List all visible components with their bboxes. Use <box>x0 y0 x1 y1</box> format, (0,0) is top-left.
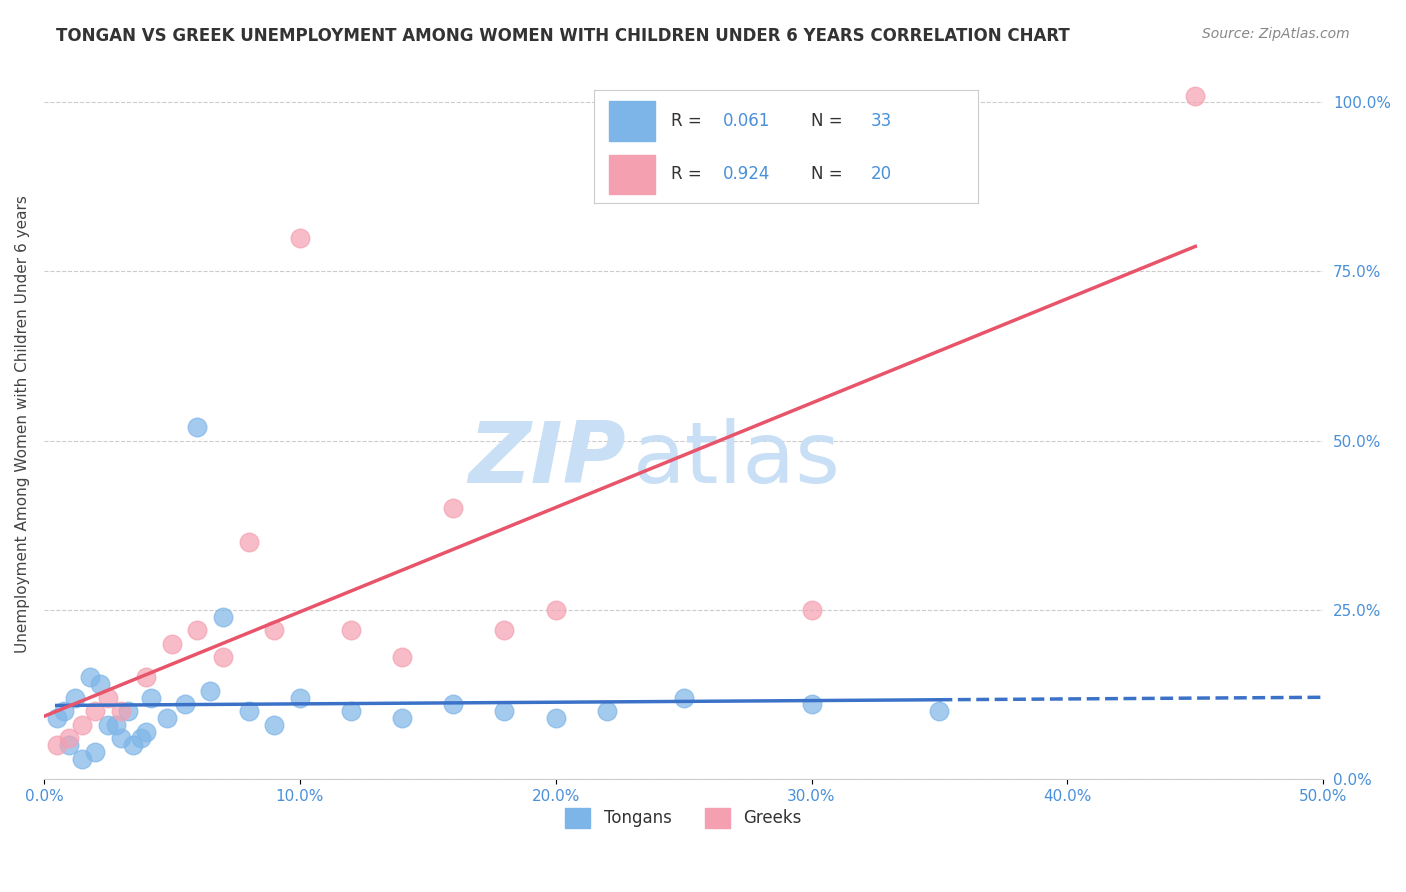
Point <box>58 731 80 746</box>
Point <box>84 704 107 718</box>
Point <box>263 623 285 637</box>
Point <box>63 690 86 705</box>
Point <box>672 690 695 705</box>
Point <box>104 718 127 732</box>
Point <box>156 711 179 725</box>
Point <box>117 704 139 718</box>
Point <box>544 711 567 725</box>
Point <box>72 751 94 765</box>
Point <box>494 704 516 718</box>
Point <box>263 718 285 732</box>
Point <box>391 711 413 725</box>
Point <box>200 684 222 698</box>
Point <box>135 724 157 739</box>
Point <box>89 677 111 691</box>
Point <box>160 637 183 651</box>
Point <box>340 623 363 637</box>
Point <box>800 698 823 712</box>
Point <box>238 535 260 549</box>
Point <box>79 670 101 684</box>
Point <box>45 711 67 725</box>
Point <box>110 731 132 746</box>
Text: Source: ZipAtlas.com: Source: ZipAtlas.com <box>1202 27 1350 41</box>
Point <box>441 698 464 712</box>
Point <box>494 623 516 637</box>
Point <box>340 704 363 718</box>
Point <box>173 698 195 712</box>
Point <box>129 731 152 746</box>
Point <box>53 704 76 718</box>
Point <box>186 623 208 637</box>
Point <box>122 738 145 752</box>
Point <box>110 704 132 718</box>
Point <box>212 609 235 624</box>
Point <box>441 501 464 516</box>
Point <box>45 738 67 752</box>
Point <box>238 704 260 718</box>
Point <box>72 718 94 732</box>
Y-axis label: Unemployment Among Women with Children Under 6 years: Unemployment Among Women with Children U… <box>15 194 30 653</box>
Point <box>97 718 120 732</box>
Point <box>58 738 80 752</box>
Point <box>544 603 567 617</box>
Point <box>97 690 120 705</box>
Point <box>288 690 311 705</box>
Point <box>141 690 163 705</box>
Text: ZIP: ZIP <box>468 417 626 500</box>
Point <box>288 230 311 244</box>
Point <box>928 704 950 718</box>
Legend: Tongans, Greeks: Tongans, Greeks <box>558 801 808 835</box>
Point <box>1184 88 1206 103</box>
Point <box>135 670 157 684</box>
Point <box>596 704 619 718</box>
Point <box>186 420 208 434</box>
Point <box>84 745 107 759</box>
Text: TONGAN VS GREEK UNEMPLOYMENT AMONG WOMEN WITH CHILDREN UNDER 6 YEARS CORRELATION: TONGAN VS GREEK UNEMPLOYMENT AMONG WOMEN… <box>56 27 1070 45</box>
Point <box>212 650 235 665</box>
Text: atlas: atlas <box>633 417 841 500</box>
Point <box>391 650 413 665</box>
Point <box>800 603 823 617</box>
